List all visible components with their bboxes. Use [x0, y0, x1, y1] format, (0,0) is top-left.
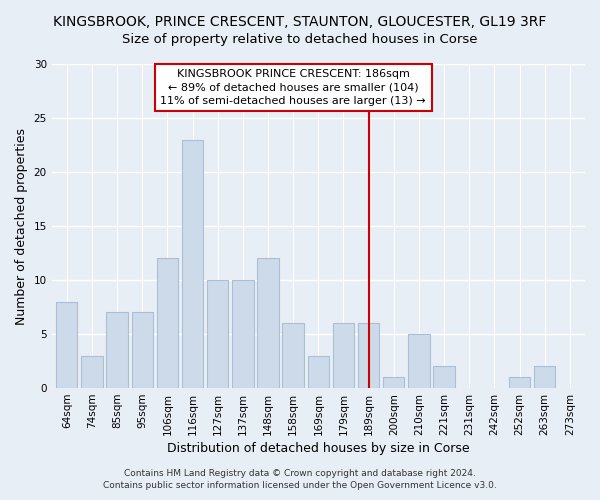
- Bar: [534, 366, 556, 388]
- Bar: [358, 324, 379, 388]
- Text: Contains HM Land Registry data © Crown copyright and database right 2024.
Contai: Contains HM Land Registry data © Crown c…: [103, 468, 497, 490]
- Bar: [509, 378, 530, 388]
- X-axis label: Distribution of detached houses by size in Corse: Distribution of detached houses by size …: [167, 442, 470, 455]
- Bar: [106, 312, 128, 388]
- Bar: [207, 280, 229, 388]
- Bar: [433, 366, 455, 388]
- Text: KINGSBROOK, PRINCE CRESCENT, STAUNTON, GLOUCESTER, GL19 3RF: KINGSBROOK, PRINCE CRESCENT, STAUNTON, G…: [53, 15, 547, 29]
- Bar: [56, 302, 77, 388]
- Bar: [232, 280, 254, 388]
- Text: Size of property relative to detached houses in Corse: Size of property relative to detached ho…: [122, 32, 478, 46]
- Text: KINGSBROOK PRINCE CRESCENT: 186sqm
← 89% of detached houses are smaller (104)
11: KINGSBROOK PRINCE CRESCENT: 186sqm ← 89%…: [160, 70, 426, 106]
- Bar: [131, 312, 153, 388]
- Bar: [308, 356, 329, 388]
- Bar: [283, 324, 304, 388]
- Bar: [257, 258, 279, 388]
- Bar: [408, 334, 430, 388]
- Bar: [182, 140, 203, 388]
- Bar: [383, 378, 404, 388]
- Bar: [81, 356, 103, 388]
- Bar: [333, 324, 354, 388]
- Bar: [157, 258, 178, 388]
- Y-axis label: Number of detached properties: Number of detached properties: [15, 128, 28, 324]
